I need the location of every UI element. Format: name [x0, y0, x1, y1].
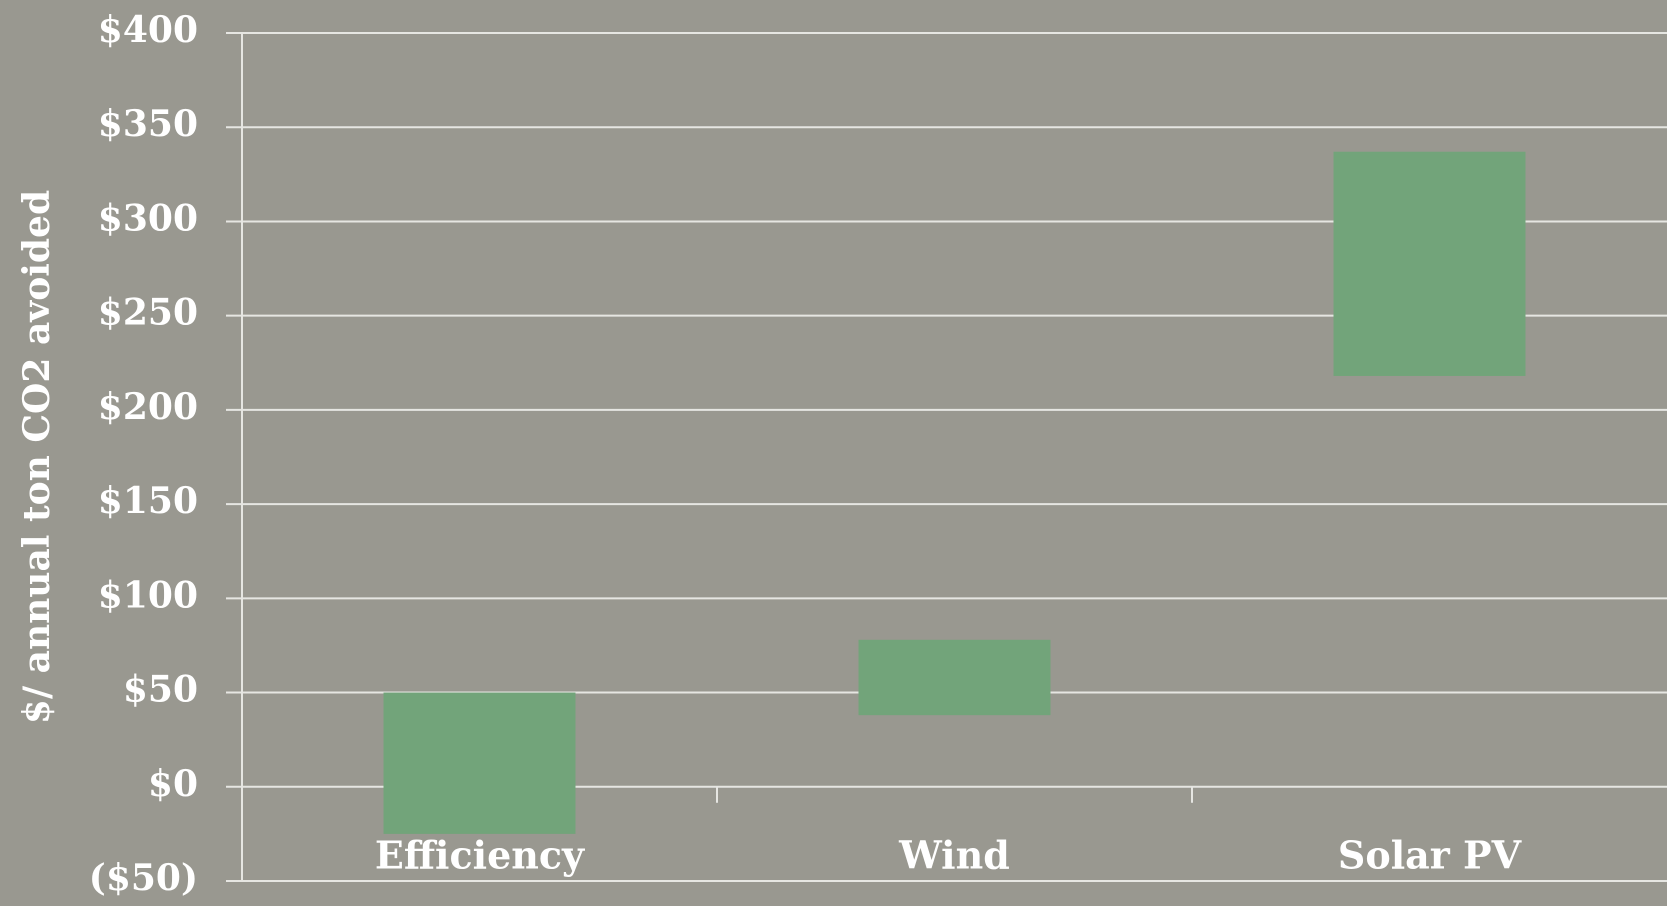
y-tick-label: $400 [98, 9, 198, 51]
y-axis-title: $/ annual ton CO2 avoided [16, 190, 58, 724]
x-tick-label: Solar PV [1338, 833, 1523, 878]
x-tick-label: Wind [898, 833, 1010, 878]
y-tick-label: ($50) [89, 857, 198, 899]
y-tick-label: $150 [98, 480, 198, 522]
y-tick-label: $200 [98, 386, 198, 428]
y-tick-label: $350 [98, 103, 198, 145]
y-tick-label: $0 [148, 763, 198, 805]
bar [858, 639, 1051, 716]
bar [1333, 151, 1526, 376]
y-tick-label: $100 [98, 574, 198, 616]
y-tick-label: $50 [123, 669, 198, 711]
y-tick-label: $250 [98, 292, 198, 334]
x-tick-label: Efficiency [375, 833, 585, 878]
y-tick-label: $300 [98, 197, 198, 239]
bar [383, 692, 576, 834]
